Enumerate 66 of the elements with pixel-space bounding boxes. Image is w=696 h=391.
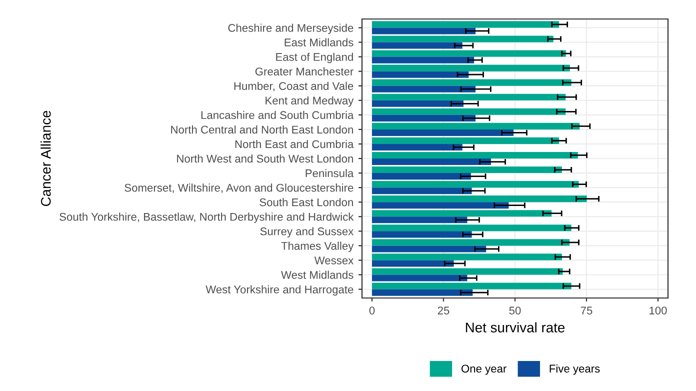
bar (372, 129, 514, 136)
bar (372, 100, 464, 107)
y-tick-label: Cheshire and Merseyside (228, 24, 354, 34)
bar (372, 202, 509, 209)
y-tick-label: South East London (260, 198, 353, 206)
y-tick-label: Peninsula (306, 169, 354, 178)
bar (372, 246, 486, 252)
bar (372, 122, 580, 130)
y-tick-label: Somerset, Wiltshire, Avon and Gloucestershire (124, 184, 354, 194)
bar (372, 71, 469, 78)
y-tick-label: South Yorkshire, Bassetlaw, North Derbyshire and Hardwick (60, 212, 354, 223)
bar (372, 94, 566, 100)
bar (372, 137, 560, 144)
bar (372, 239, 570, 246)
bar (372, 114, 476, 122)
bar (372, 224, 572, 232)
bar (372, 36, 554, 42)
bar (372, 86, 476, 92)
legend-label: One year (462, 364, 506, 375)
bar (372, 210, 552, 217)
bar (372, 50, 566, 57)
y-tick-label: North Central and North East London (171, 125, 353, 134)
legend-label: Five years (550, 364, 600, 375)
bar (372, 28, 476, 34)
y-tick-label: West Yorkshire and Harrogate (206, 285, 354, 296)
y-tick-label: Humber, Coast and Vale (234, 82, 354, 92)
y-tick-label: Thames Valley (281, 242, 354, 252)
bar (372, 268, 563, 275)
x-tick-label: 75 (580, 306, 592, 314)
bar (372, 274, 468, 282)
bar (372, 79, 572, 86)
bar (372, 21, 560, 28)
bar (372, 144, 462, 151)
x-tick-label: 25 (438, 306, 450, 314)
bar (372, 289, 473, 296)
y-tick-label: East of England (276, 52, 353, 64)
x-axis-title: Net survival rate (466, 322, 565, 332)
y-tick-label: East Midlands (284, 38, 354, 46)
bar (372, 166, 562, 174)
y-tick-label: Surrey and Sussex (260, 227, 354, 238)
bar (372, 260, 454, 267)
y-axis-title: Cancer Alliance (40, 110, 51, 206)
y-tick-label: North West and South West London (177, 154, 353, 163)
bar (372, 158, 491, 166)
bar (372, 254, 562, 260)
bar (372, 173, 471, 180)
bar (372, 181, 579, 188)
y-tick-label: Lancashire and South Cumbria (201, 110, 354, 120)
bar (372, 42, 462, 49)
y-tick-label: Wessex (314, 256, 354, 264)
bar (372, 56, 474, 64)
bar (372, 231, 472, 238)
y-tick-label: North East and Cumbria (235, 140, 354, 148)
bar (372, 282, 572, 290)
y-tick-label: Greater Manchester (255, 67, 354, 76)
bar (372, 188, 472, 194)
y-tick-label: West Midlands (281, 270, 354, 279)
bar (372, 196, 587, 202)
y-tick-label: Kent and Medway (266, 96, 354, 107)
bar (372, 108, 566, 115)
x-tick-label: 100 (650, 306, 667, 314)
bar (372, 152, 578, 158)
x-tick-label: 50 (509, 306, 521, 314)
bar (372, 64, 570, 72)
bar (372, 216, 468, 224)
x-tick-label: 0 (369, 306, 375, 314)
